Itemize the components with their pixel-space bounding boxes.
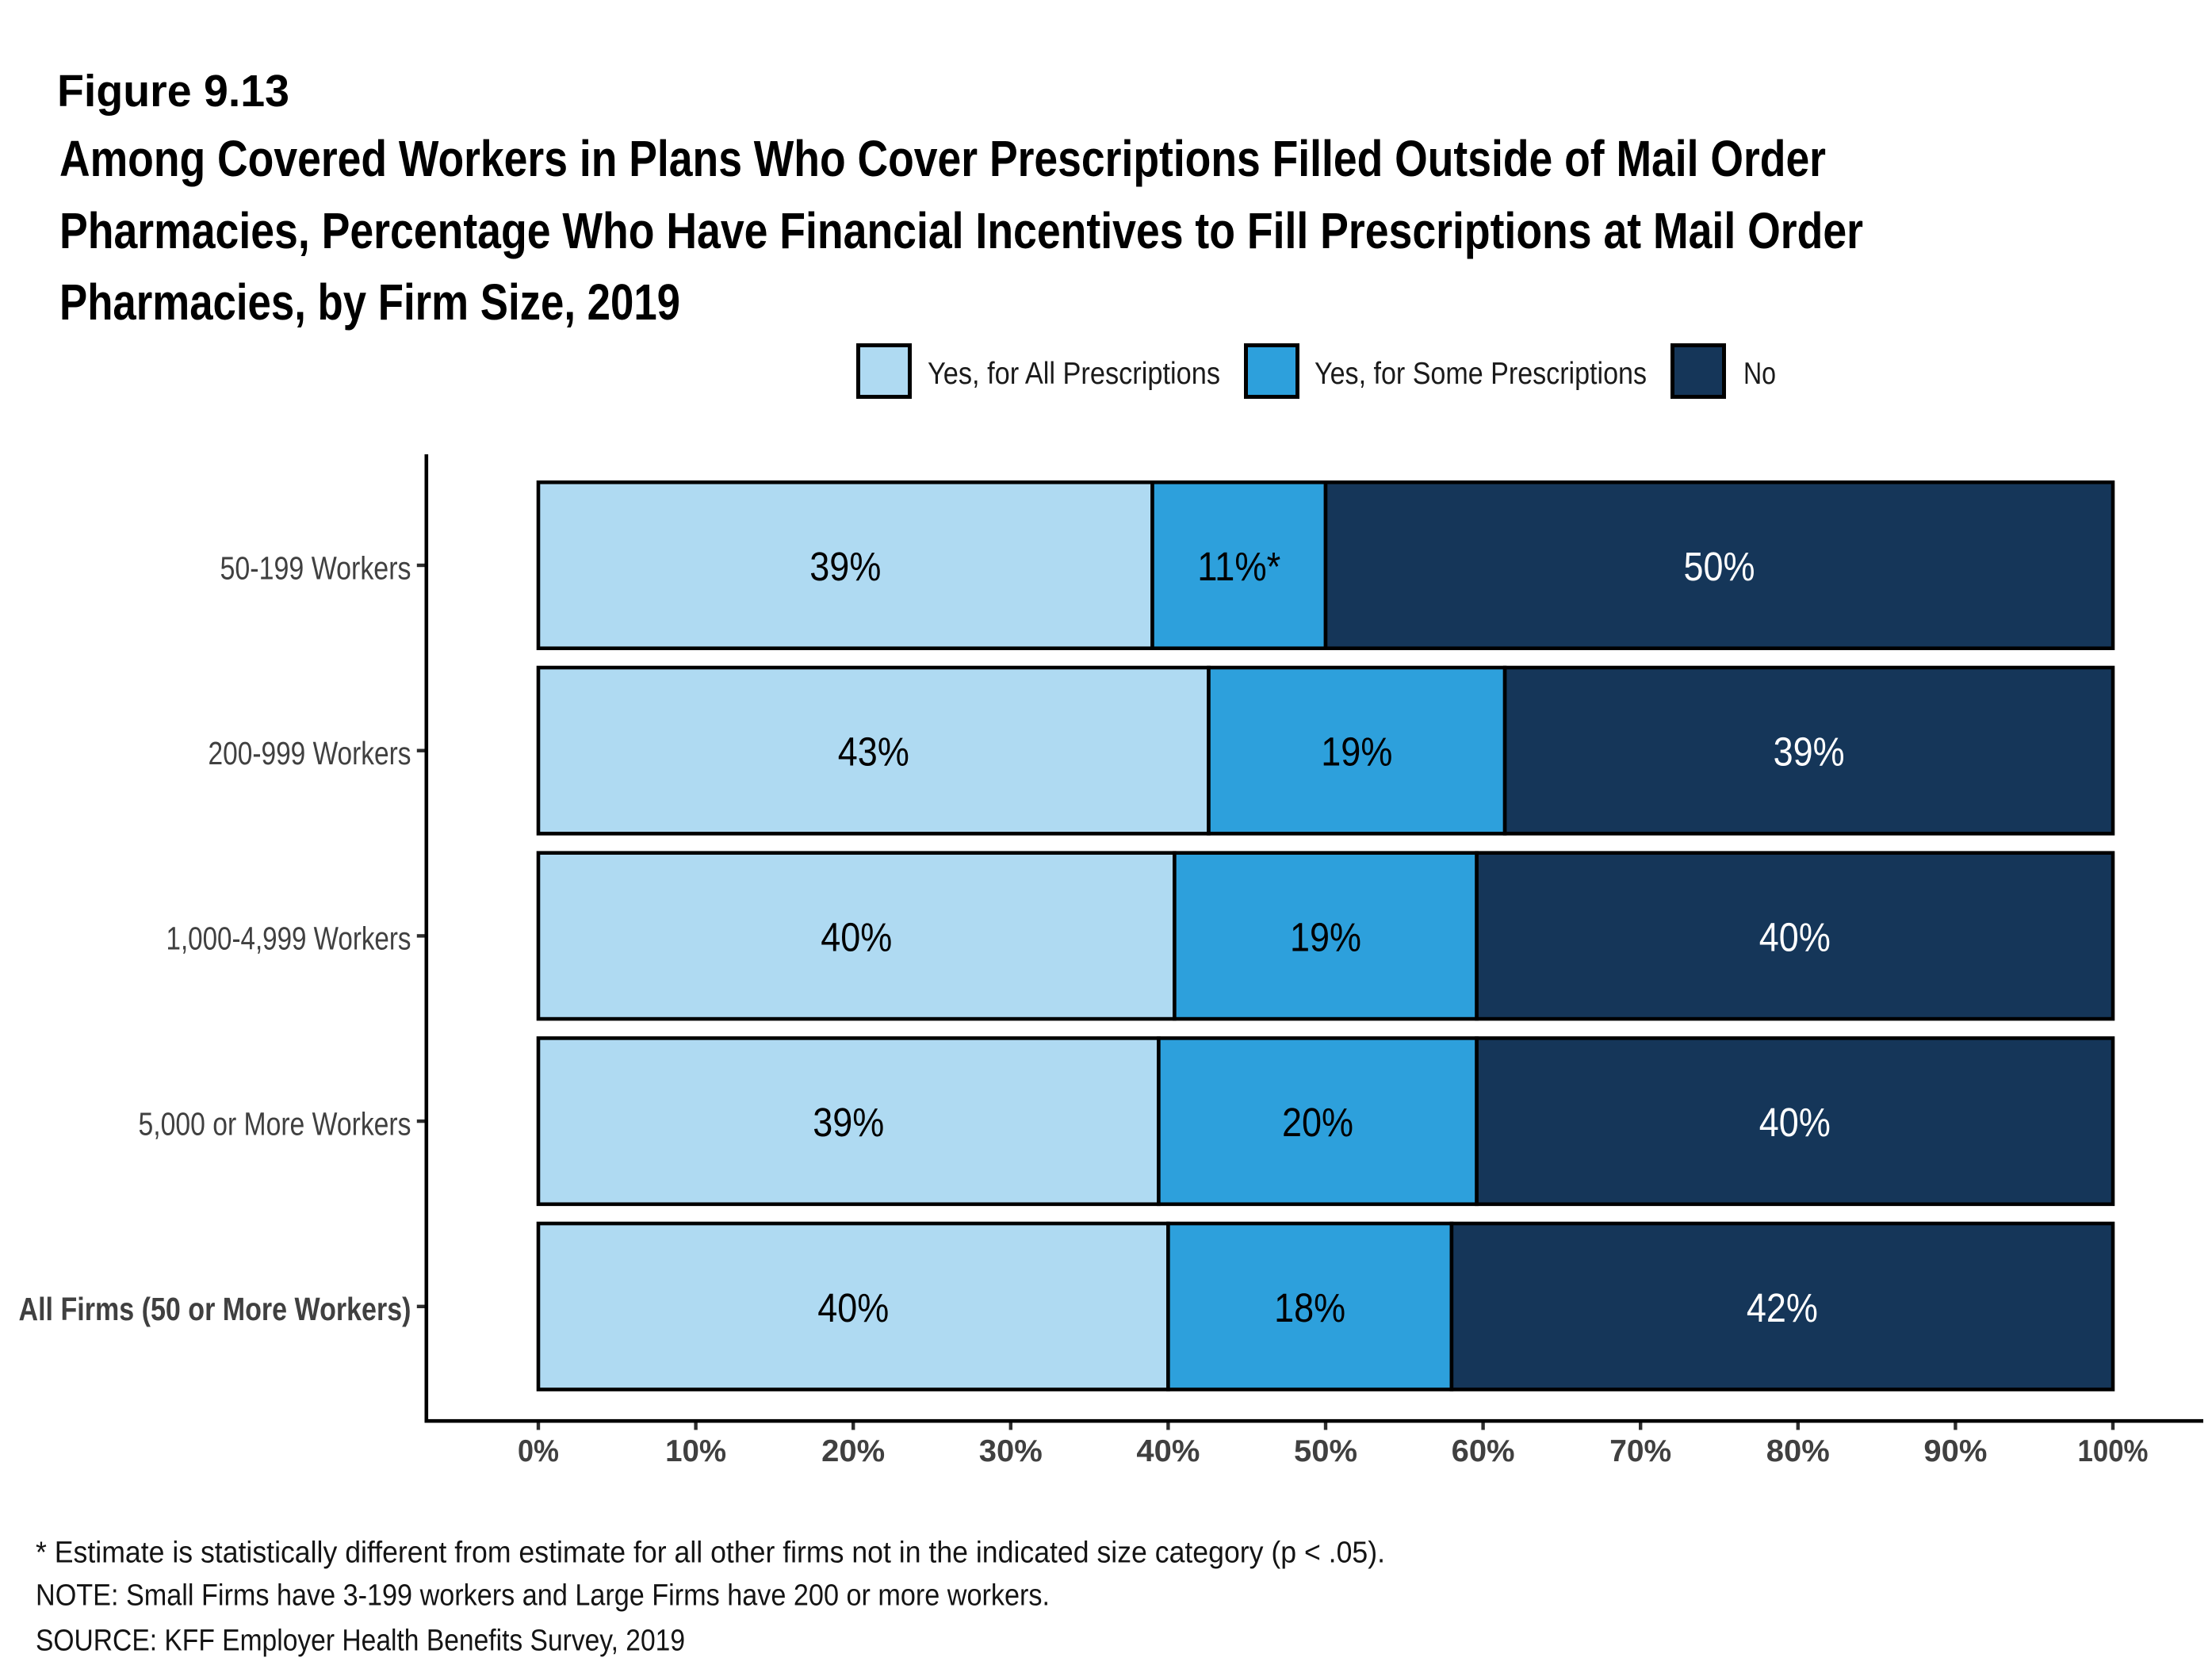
svg-text:100%: 100%	[2078, 1434, 2149, 1468]
svg-text:70%: 70%	[1609, 1434, 1671, 1468]
svg-text:No: No	[1743, 357, 1776, 391]
svg-text:80%: 80%	[1766, 1434, 1830, 1468]
svg-text:0%: 0%	[518, 1434, 559, 1468]
svg-text:All Firms (50 or More Workers): All Firms (50 or More Workers)	[19, 1291, 411, 1327]
svg-text:19%: 19%	[1321, 729, 1392, 775]
svg-text:39%: 39%	[1774, 729, 1845, 775]
svg-text:40%: 40%	[821, 914, 892, 959]
svg-text:20%: 20%	[821, 1434, 885, 1468]
svg-text:Among Covered Workers in Plans: Among Covered Workers in Plans Who Cover…	[59, 130, 1826, 187]
svg-text:40%: 40%	[817, 1285, 889, 1330]
svg-text:Pharmacies, by Firm Size, 2019: Pharmacies, by Firm Size, 2019	[59, 274, 680, 331]
svg-text:40%: 40%	[1759, 914, 1831, 959]
svg-text:* Estimate is statistically di: * Estimate is statistically different fr…	[36, 1537, 1385, 1570]
svg-text:Figure 9.13: Figure 9.13	[57, 66, 289, 117]
svg-text:18%: 18%	[1274, 1285, 1345, 1330]
svg-text:50%: 50%	[1294, 1434, 1357, 1468]
svg-text:NOTE: Small Firms have 3-199 w: NOTE: Small Firms have 3-199 workers and…	[36, 1579, 1050, 1613]
svg-text:20%: 20%	[1282, 1100, 1353, 1145]
svg-text:1,000-4,999 Workers: 1,000-4,999 Workers	[166, 921, 411, 957]
svg-text:5,000 or More Workers: 5,000 or More Workers	[139, 1105, 411, 1142]
svg-text:40%: 40%	[1759, 1100, 1831, 1145]
svg-text:43%: 43%	[838, 729, 909, 775]
svg-text:SOURCE: KFF Employer Health Be: SOURCE: KFF Employer Health Benefits Sur…	[36, 1625, 685, 1658]
svg-text:11%*: 11%*	[1197, 544, 1280, 589]
svg-text:42%: 42%	[1747, 1285, 1818, 1330]
svg-text:30%: 30%	[979, 1434, 1043, 1468]
svg-text:39%: 39%	[813, 1100, 884, 1145]
svg-text:200-999 Workers: 200-999 Workers	[209, 735, 411, 771]
svg-text:Pharmacies, Percentage Who Hav: Pharmacies, Percentage Who Have Financia…	[59, 202, 1863, 259]
svg-text:39%: 39%	[809, 544, 881, 589]
svg-text:Yes, for All Prescriptions: Yes, for All Prescriptions	[928, 357, 1220, 391]
svg-text:50%: 50%	[1684, 544, 1755, 589]
svg-text:60%: 60%	[1452, 1434, 1515, 1468]
svg-text:10%: 10%	[665, 1434, 726, 1468]
svg-text:50-199 Workers: 50-199 Workers	[220, 549, 411, 586]
svg-text:19%: 19%	[1290, 914, 1361, 959]
svg-text:40%: 40%	[1136, 1434, 1200, 1468]
svg-text:Yes, for Some Prescriptions: Yes, for Some Prescriptions	[1315, 357, 1647, 391]
svg-text:90%: 90%	[1923, 1434, 1987, 1468]
